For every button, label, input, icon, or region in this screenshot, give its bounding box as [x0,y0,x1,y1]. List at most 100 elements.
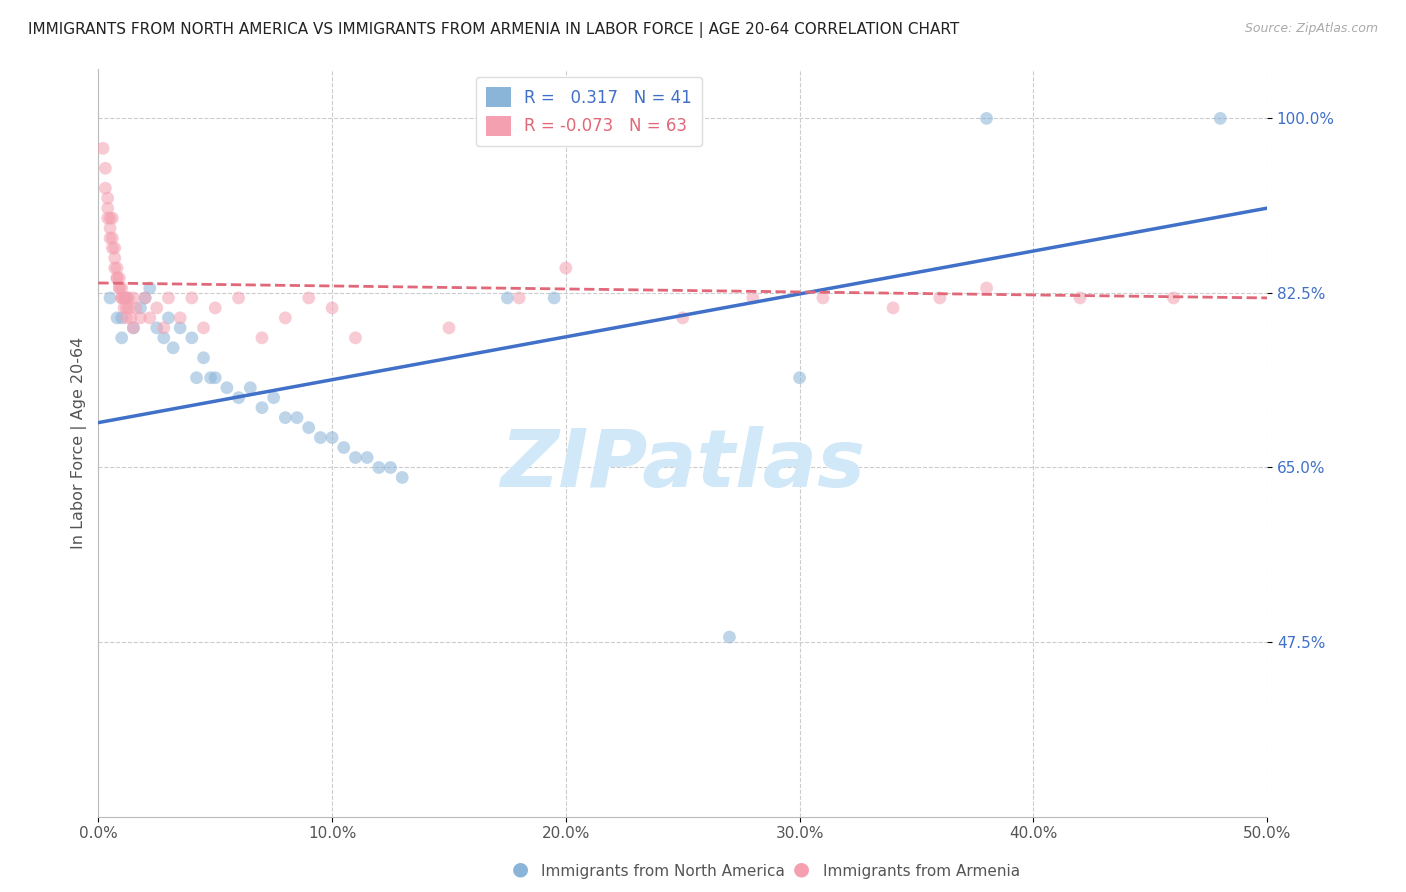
Point [193,351,215,365]
Point [157,291,180,305]
Point [554,260,576,275]
Text: ●: ● [793,860,810,879]
Legend: R =   0.317   N = 41, R = -0.073   N = 63: R = 0.317 N = 41, R = -0.073 N = 63 [477,77,702,146]
Point [193,321,215,335]
Point [391,470,413,484]
Point [180,291,202,305]
Point [186,370,208,384]
Point [105,310,128,325]
Point [122,321,145,335]
Point [115,291,138,305]
Point [101,241,124,255]
Point [104,260,127,275]
Point [118,291,141,305]
Point [98,291,121,305]
Point [152,331,174,345]
Point [94,181,117,195]
Point [298,420,321,434]
Point [146,301,169,315]
Point [101,231,124,245]
Point [111,291,134,305]
Point [112,291,135,305]
Point [98,231,121,245]
Point [496,291,519,305]
Point [105,271,128,285]
Point [333,441,356,455]
Point [125,301,148,315]
Point [298,291,321,305]
Point [508,291,530,305]
Point [139,281,162,295]
Point [104,251,127,265]
Point [169,310,191,325]
Point [101,211,124,226]
Point [111,310,134,325]
Point [1069,291,1091,305]
Text: ZIPatlas: ZIPatlas [501,426,865,504]
Point [162,341,184,355]
Point [122,321,145,335]
Point [274,410,297,425]
Point [928,291,950,305]
Point [321,431,343,445]
Point [976,112,998,126]
Point [228,391,250,405]
Point [380,460,402,475]
Point [105,260,128,275]
Point [91,141,114,155]
Point [108,271,131,285]
Point [105,271,128,285]
Point [97,191,120,205]
Point [1209,112,1232,126]
Point [811,291,834,305]
Text: Immigrants from North America: Immigrants from North America [541,863,785,879]
Point [108,281,131,295]
Point [112,301,135,315]
Point [741,291,763,305]
Point [228,291,250,305]
Point [146,321,169,335]
Point [215,381,238,395]
Point [94,161,117,176]
Point [367,460,389,475]
Point [672,310,695,325]
Point [200,370,222,384]
Point [157,310,180,325]
Point [97,211,120,226]
Point [104,241,127,255]
Point [309,431,332,445]
Point [97,201,120,215]
Point [111,291,134,305]
Point [263,391,285,405]
Point [98,221,121,235]
Point [250,401,273,415]
Point [204,301,226,315]
Point [120,310,142,325]
Text: Immigrants from Armenia: Immigrants from Armenia [823,863,1019,879]
Point [274,310,297,325]
Point [122,291,145,305]
Point [180,331,202,345]
Text: ●: ● [512,860,529,879]
Point [139,310,162,325]
Point [1163,291,1185,305]
Point [882,301,904,315]
Point [250,331,273,345]
Point [285,410,308,425]
Point [111,281,134,295]
Point [98,211,121,226]
Point [152,321,174,335]
Point [344,331,367,345]
Y-axis label: In Labor Force | Age 20-64: In Labor Force | Age 20-64 [72,336,87,549]
Point [115,301,138,315]
Point [169,321,191,335]
Point [718,630,741,644]
Point [321,301,343,315]
Point [239,381,262,395]
Point [111,331,134,345]
Point [356,450,378,465]
Point [118,301,141,315]
Point [108,281,131,295]
Point [115,291,138,305]
Point [437,321,460,335]
